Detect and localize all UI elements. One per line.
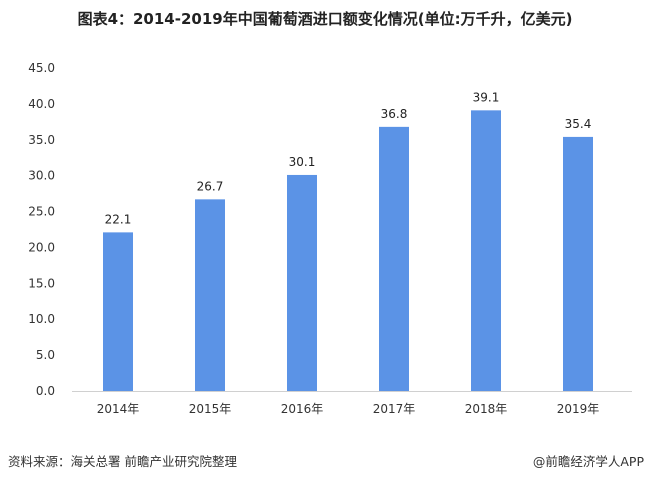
x-tick-label: 2019年 [557, 402, 600, 416]
data-label: 22.1 [105, 212, 132, 226]
y-tick-label: 20.0 [28, 240, 55, 254]
y-tick-label: 0.0 [36, 384, 55, 398]
x-tick-label: 2018年 [465, 402, 508, 416]
bar [563, 136, 593, 391]
x-tick-label: 2015年 [189, 402, 232, 416]
y-tick-label: 45.0 [28, 61, 55, 75]
y-tick-label: 25.0 [28, 205, 55, 219]
y-tick-label: 15.0 [28, 276, 55, 290]
bar [471, 110, 501, 392]
bar [287, 174, 317, 391]
y-tick-label: 5.0 [36, 348, 55, 362]
x-tick-label: 2014年 [97, 402, 140, 416]
data-label: 35.4 [565, 117, 592, 131]
data-label: 30.1 [289, 155, 316, 169]
data-label: 26.7 [197, 179, 224, 193]
chart-title: 图表4：2014-2019年中国葡萄酒进口额变化情况(单位:万千升，亿美元) [77, 10, 573, 28]
y-tick-label: 30.0 [28, 169, 55, 183]
source-note: 资料来源：海关总署 前瞻产业研究院整理 [8, 454, 237, 469]
data-label: 36.8 [381, 107, 408, 121]
x-tick-label: 2017年 [373, 402, 416, 416]
y-tick-label: 40.0 [28, 97, 55, 111]
bar [379, 126, 409, 391]
bar [195, 199, 225, 391]
y-tick-label: 35.0 [28, 133, 55, 147]
x-tick-label: 2016年 [281, 402, 324, 416]
y-tick-label: 10.0 [28, 312, 55, 326]
bar [103, 232, 133, 391]
data-label: 39.1 [473, 90, 500, 104]
credit-note: @前瞻经济学人APP [532, 454, 644, 469]
bar-chart: 0.0 5.0 10.0 15.0 20.0 25.0 30.0 35.0 40.0 45.0 22… [28, 61, 632, 416]
